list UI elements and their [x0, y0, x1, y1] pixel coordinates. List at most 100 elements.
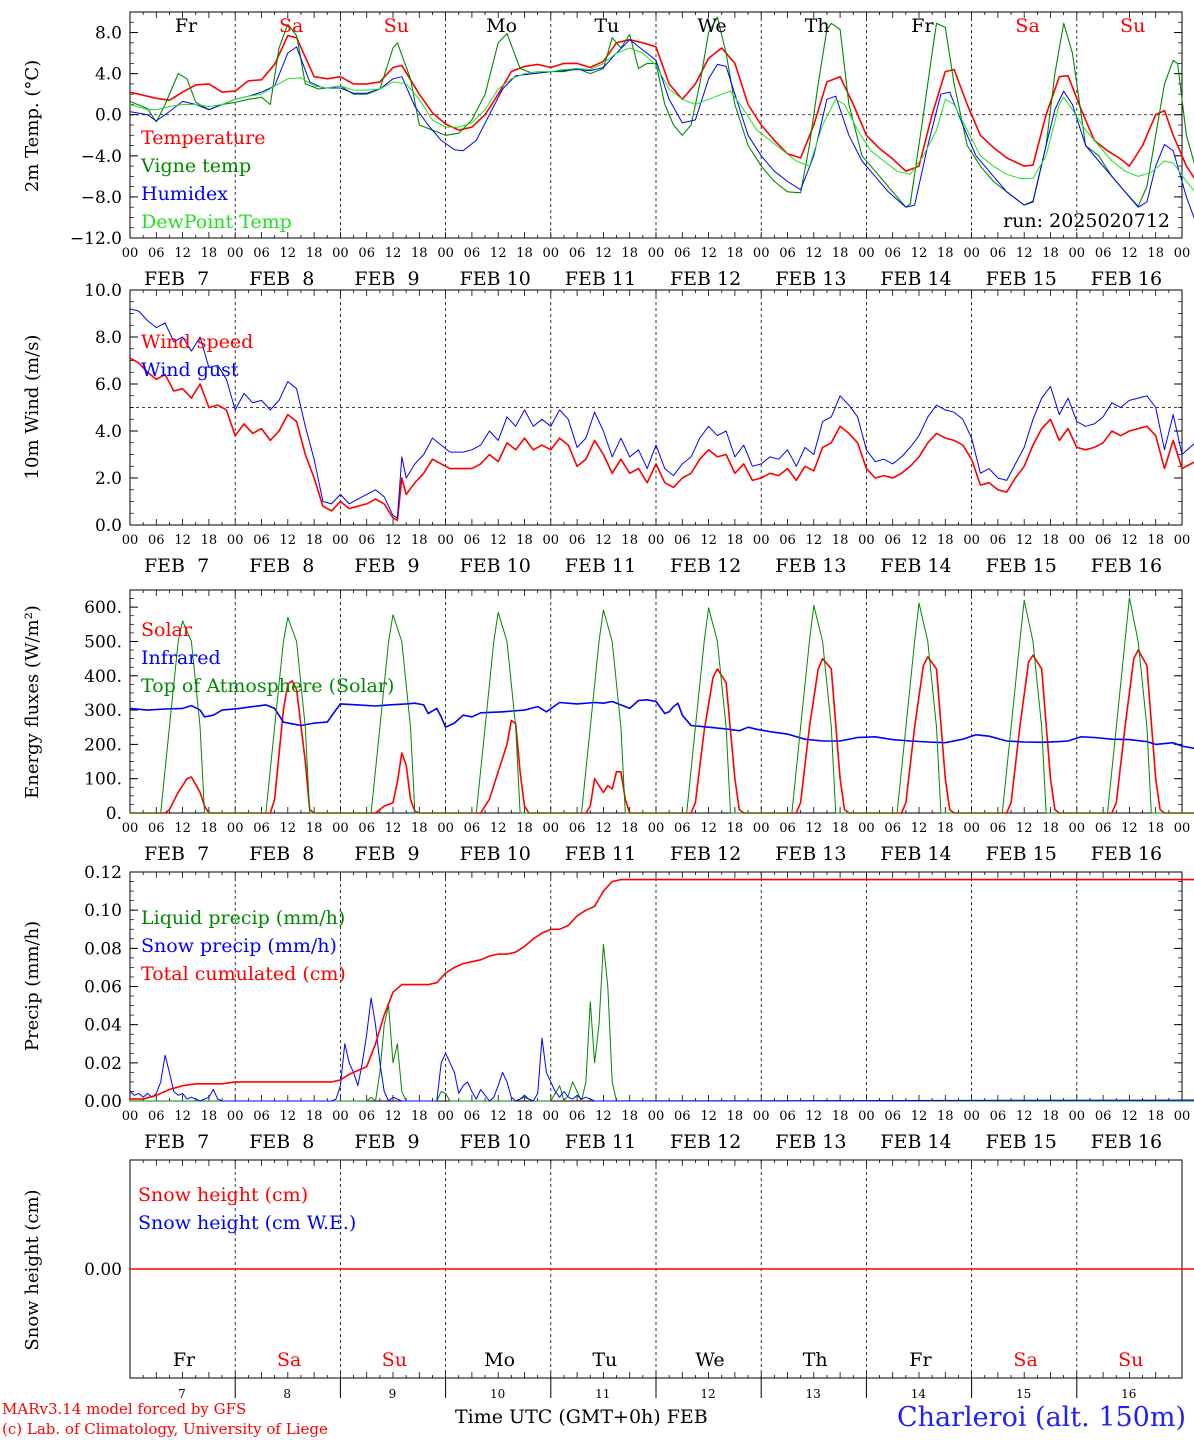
date-label: FEB 14: [880, 843, 951, 865]
hour-label: 06: [569, 821, 586, 836]
y-tick-label: 100.: [84, 770, 122, 790]
hour-label: 00: [122, 821, 139, 836]
y-tick-label: 0.00: [84, 1260, 122, 1280]
y-tick-label: −4.0: [81, 147, 122, 167]
date-label: FEB 8: [249, 843, 314, 865]
panel-wind: 10.0 8.0 6.0 4.0 2.0 0.0 10m Wind (m/s) Wind sp…: [22, 281, 1194, 577]
series-line-humidex: [129, 39, 1194, 219]
model-credit: MARv3.14 model forced by GFS: [2, 1400, 247, 1418]
hour-label: 18: [621, 1109, 638, 1124]
hour-label: 00: [227, 246, 244, 261]
hour-label: 06: [569, 533, 586, 548]
hour-label: 06: [464, 246, 481, 261]
hour-label: 12: [1121, 533, 1138, 548]
day-letter: Sa: [279, 15, 303, 37]
hour-label: 00: [858, 821, 875, 836]
hour-label: 06: [253, 821, 270, 836]
hour-label: 00: [227, 821, 244, 836]
hour-label: 00: [122, 246, 139, 261]
bottom-day-number: 11: [595, 1387, 610, 1401]
hour-label: 00: [122, 533, 139, 548]
bottom-day-letter: Sa: [277, 1349, 301, 1371]
date-label: FEB 14: [880, 1131, 951, 1153]
legend-entry: Wind gust: [141, 359, 239, 381]
date-label: FEB 8: [249, 1131, 314, 1153]
y-tick-label: −8.0: [81, 188, 122, 208]
day-letter: Th: [805, 15, 830, 37]
hour-label: 12: [490, 533, 507, 548]
bottom-day-number: 8: [283, 1387, 291, 1401]
hour-label: 00: [332, 1109, 349, 1124]
bottom-day-number: 12: [700, 1387, 715, 1401]
legend-entry: Vigne temp: [140, 155, 251, 177]
hour-label: 06: [674, 821, 691, 836]
legend-entry: Snow height (cm): [138, 1184, 308, 1206]
date-label: FEB 12: [670, 268, 741, 290]
legend-entry: Liquid precip (mm/h): [141, 907, 345, 929]
hour-label: 00: [648, 533, 665, 548]
hour-label: 06: [253, 533, 270, 548]
hour-label: 06: [779, 1109, 796, 1124]
panel-temperature: 8.0 4.0 0.0 −4.0 −8.0 −12.0 2m Temp. (°C) Tempe…: [22, 11, 1194, 290]
day-letter: Tu: [594, 15, 619, 37]
hour-label: 12: [280, 821, 297, 836]
date-label: FEB 14: [880, 555, 951, 577]
y-tick-label: 6.0: [95, 375, 122, 395]
hour-label: 12: [1121, 1109, 1138, 1124]
legend-entry: Wind speed: [141, 331, 253, 353]
hour-label: 12: [595, 1109, 612, 1124]
hour-label: 18: [832, 1109, 849, 1124]
y-tick-label: 400.: [84, 667, 122, 687]
day-letter: Mo: [486, 15, 517, 37]
hour-label: 12: [490, 821, 507, 836]
date-label: FEB 16: [1091, 555, 1162, 577]
hour-label: 06: [674, 533, 691, 548]
hour-label: 18: [516, 1109, 533, 1124]
hour-label: 18: [201, 821, 218, 836]
y-axis-label: Energy fluxes (W/m²): [22, 605, 43, 799]
date-label: FEB 10: [460, 555, 531, 577]
y-tick-label: 300.: [84, 701, 122, 721]
hour-label: 18: [832, 246, 849, 261]
y-tick-label: 0.0: [95, 516, 122, 536]
hour-label: 00: [1174, 821, 1191, 836]
bottom-day-letter: Su: [1118, 1349, 1143, 1371]
hour-label: 18: [411, 821, 428, 836]
hour-label: 06: [1095, 821, 1112, 836]
hour-label: 12: [806, 246, 823, 261]
hour-label: 00: [437, 533, 454, 548]
panel-precip: 0.12 0.10 0.08 0.06 0.04 0.02 0.00 Precip (mm/h…: [22, 863, 1194, 1153]
hour-label: 00: [858, 1109, 875, 1124]
lab-credit: (c) Lab. of Climatology, University of L…: [2, 1420, 328, 1438]
hour-label: 06: [464, 533, 481, 548]
hour-label: 06: [779, 533, 796, 548]
hour-label: 06: [1095, 246, 1112, 261]
hour-label: 12: [595, 533, 612, 548]
hour-label: 12: [700, 533, 717, 548]
day-letter: Sa: [1015, 15, 1039, 37]
day-letter: Fr: [911, 15, 934, 37]
hour-label: 18: [937, 821, 954, 836]
date-label: FEB 11: [565, 843, 636, 865]
legend-entry: Infrared: [141, 647, 221, 669]
hour-label: 00: [227, 533, 244, 548]
hour-label: 06: [148, 246, 165, 261]
hour-label: 18: [201, 246, 218, 261]
hour-label: 12: [806, 1109, 823, 1124]
hour-label: 18: [411, 533, 428, 548]
hour-label: 18: [201, 533, 218, 548]
hour-label: 00: [543, 1109, 560, 1124]
hour-label: 12: [1016, 821, 1033, 836]
bottom-day-number: 10: [490, 1387, 505, 1401]
hour-label: 18: [1147, 1109, 1164, 1124]
hour-label: 06: [990, 821, 1007, 836]
hour-label: 18: [411, 1109, 428, 1124]
hour-label: 00: [648, 1109, 665, 1124]
date-label: FEB 9: [354, 843, 419, 865]
station-name: Charleroi (alt. 150m): [897, 1402, 1186, 1433]
y-tick-label: 500.: [84, 632, 122, 652]
day-letter: Su: [384, 15, 409, 37]
date-label: FEB 11: [565, 268, 636, 290]
hour-label: 06: [1095, 1109, 1112, 1124]
hour-label: 06: [253, 246, 270, 261]
